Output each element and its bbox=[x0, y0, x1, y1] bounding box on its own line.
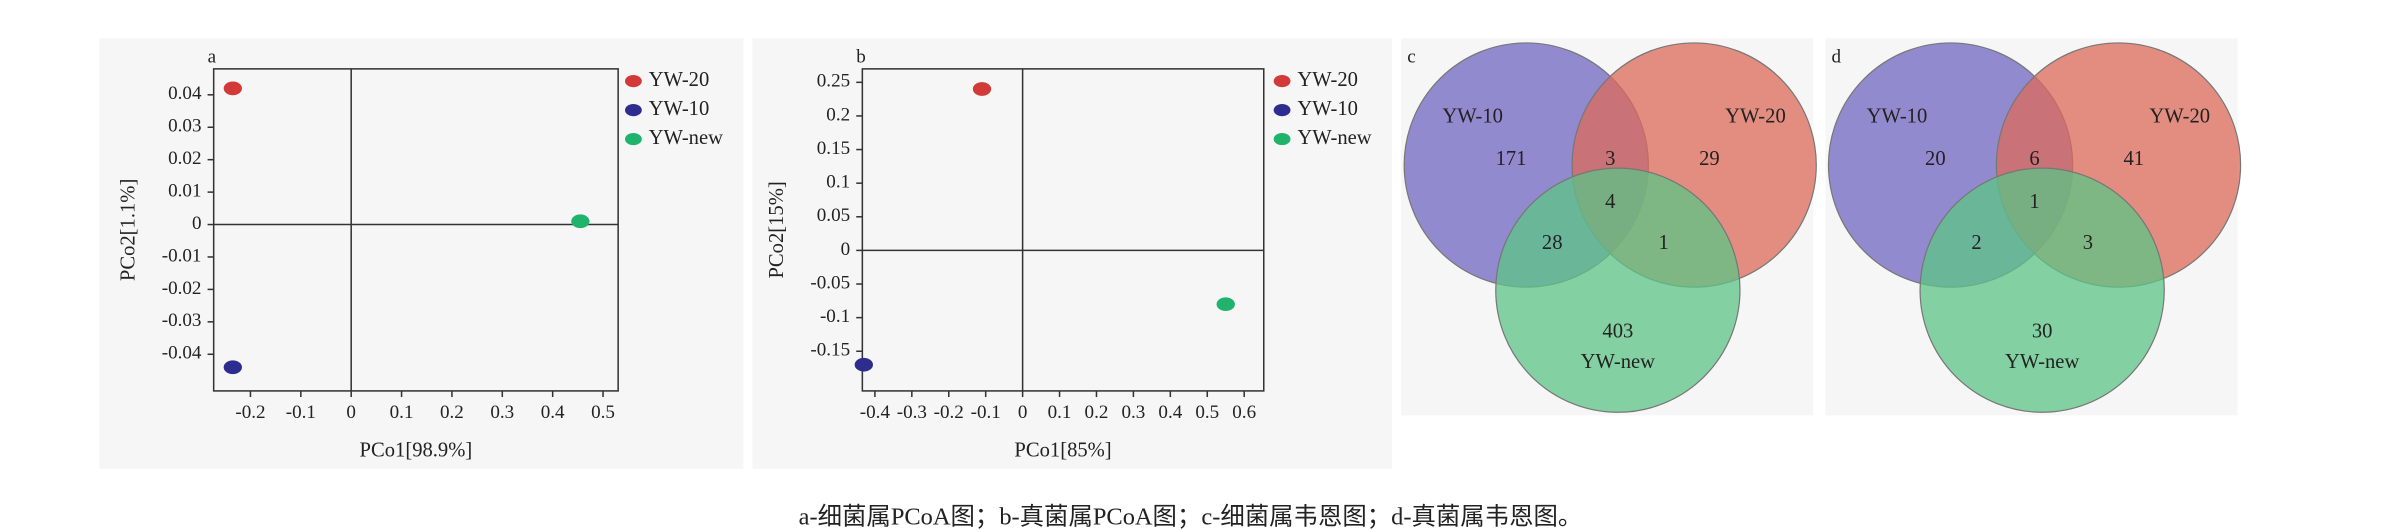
region-count: 2 bbox=[1971, 232, 1981, 254]
set-label: YW-10 bbox=[1442, 105, 1503, 127]
region-count: 3 bbox=[1605, 148, 1615, 170]
point bbox=[223, 81, 242, 96]
point bbox=[571, 214, 590, 229]
x-tick-label: 0.3 bbox=[490, 402, 514, 423]
set-label: YW-10 bbox=[1867, 105, 1928, 127]
y-tick-label: 0.05 bbox=[817, 205, 850, 226]
legend-marker bbox=[1273, 74, 1291, 88]
x-tick-label: 0 bbox=[346, 402, 356, 423]
panel-letter: d bbox=[1832, 47, 1842, 68]
y-tick-label: -0.03 bbox=[162, 310, 202, 331]
legend-marker bbox=[1273, 103, 1291, 117]
panel-letter: c bbox=[1407, 47, 1415, 68]
y-tick-label: -0.1 bbox=[820, 306, 850, 327]
panel-letter: b bbox=[856, 47, 866, 68]
y-tick-label: 0.02 bbox=[168, 148, 201, 169]
set-circle bbox=[1919, 167, 2165, 413]
region-count: 1 bbox=[2029, 191, 2039, 213]
set-label: YW-20 bbox=[1725, 105, 1786, 127]
caption: a-细菌属PCoA图；b-真菌属PCoA图；c-细菌属韦恩图；d-真菌属韦恩图。 bbox=[799, 504, 1583, 530]
y-tick-label: 0.03 bbox=[168, 116, 201, 137]
y-tick-label: 0.04 bbox=[168, 83, 202, 104]
set-circle bbox=[1495, 167, 1741, 413]
y-tick-label: 0.2 bbox=[826, 104, 850, 125]
x-tick-label: 0.6 bbox=[1232, 402, 1256, 423]
legend-label: YW-20 bbox=[1297, 69, 1358, 91]
x-tick-label: 0.1 bbox=[1048, 402, 1072, 423]
region-count: 3 bbox=[2083, 232, 2093, 254]
set-label: YW-20 bbox=[2149, 105, 2210, 127]
y-tick-label: -0.05 bbox=[810, 272, 850, 293]
set-label: YW-new bbox=[2005, 351, 2079, 373]
x-tick-label: 0.1 bbox=[390, 402, 414, 423]
legend-marker bbox=[625, 74, 642, 88]
x-tick-label: -0.2 bbox=[934, 402, 964, 423]
region-count: 29 bbox=[1699, 148, 1720, 170]
legend-label: YW-10 bbox=[649, 98, 710, 120]
point bbox=[1216, 297, 1235, 312]
legend-marker bbox=[1273, 132, 1291, 146]
plot-frame bbox=[861, 68, 1265, 392]
panel-letter: a bbox=[208, 47, 217, 68]
y-tick-label: -0.02 bbox=[162, 278, 202, 299]
x-tick-label: -0.3 bbox=[897, 402, 927, 423]
legend-label: YW-10 bbox=[1297, 98, 1358, 120]
x-tick-label: 0.4 bbox=[1158, 402, 1182, 423]
region-count: 30 bbox=[2032, 321, 2053, 343]
y-axis-label: PCo2[1.1%] bbox=[117, 179, 139, 281]
y-tick-label: -0.15 bbox=[810, 340, 850, 361]
x-tick-label: -0.1 bbox=[971, 402, 1001, 423]
y-axis-label: PCo2[15%] bbox=[766, 181, 788, 278]
x-tick-label: 0 bbox=[1018, 402, 1028, 423]
x-tick-label: 0.5 bbox=[591, 402, 615, 423]
legend-label: YW-new bbox=[1297, 127, 1371, 149]
y-tick-label: -0.04 bbox=[162, 343, 202, 364]
x-tick-label: 0.2 bbox=[1085, 402, 1109, 423]
y-tick-label: 0 bbox=[841, 239, 851, 260]
x-axis-label: PCo1[98.9%] bbox=[360, 440, 473, 462]
y-tick-label: 0.15 bbox=[817, 138, 850, 159]
x-tick-label: 0.5 bbox=[1195, 402, 1219, 423]
region-count: 41 bbox=[2123, 148, 2144, 170]
x-axis-label: PCo1[85%] bbox=[1014, 440, 1111, 462]
region-count: 171 bbox=[1496, 148, 1527, 170]
legend-marker bbox=[625, 132, 642, 146]
x-tick-label: 0.3 bbox=[1121, 402, 1145, 423]
legend-label: YW-new bbox=[649, 127, 723, 149]
legend-marker bbox=[625, 103, 642, 117]
region-count: 4 bbox=[1605, 191, 1615, 213]
x-tick-label: 0.2 bbox=[440, 402, 464, 423]
x-tick-label: -0.4 bbox=[860, 402, 891, 423]
set-label: YW-new bbox=[1581, 351, 1655, 373]
region-count: 1 bbox=[1658, 232, 1668, 254]
y-tick-label: 0 bbox=[192, 213, 202, 234]
y-tick-label: 0.25 bbox=[817, 71, 850, 92]
y-tick-label: 0.1 bbox=[826, 172, 850, 193]
point bbox=[972, 82, 992, 96]
y-tick-label: -0.01 bbox=[162, 245, 202, 266]
point bbox=[223, 360, 242, 375]
legend-label: YW-20 bbox=[649, 69, 710, 91]
region-count: 6 bbox=[2029, 148, 2039, 170]
x-tick-label: -0.2 bbox=[235, 402, 265, 423]
y-tick-label: 0.01 bbox=[168, 180, 201, 201]
x-tick-label: -0.1 bbox=[286, 402, 316, 423]
x-tick-label: 0.4 bbox=[541, 402, 565, 423]
region-count: 28 bbox=[1542, 232, 1563, 254]
region-count: 20 bbox=[1925, 148, 1946, 170]
point bbox=[854, 357, 873, 372]
plot-frame bbox=[212, 68, 619, 392]
region-count: 403 bbox=[1602, 321, 1633, 343]
